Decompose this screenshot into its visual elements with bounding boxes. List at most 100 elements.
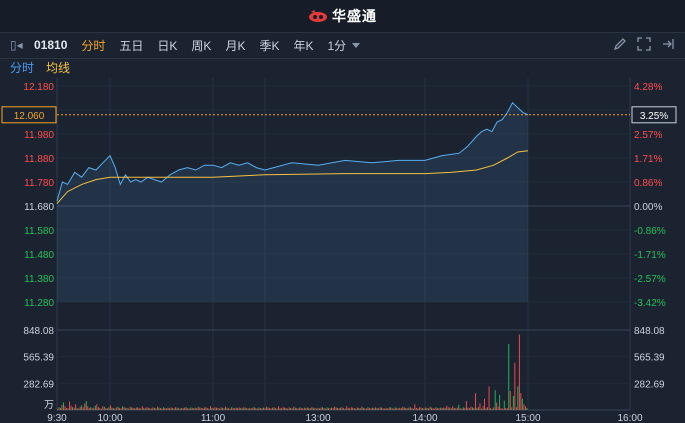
- volume-bar: [487, 407, 489, 410]
- volume-bar: [76, 408, 78, 410]
- volume-bar: [94, 405, 96, 410]
- volume-bar: [90, 407, 92, 410]
- price-tick-label: 11.280: [24, 298, 54, 309]
- volume-bar: [423, 408, 425, 410]
- volume-bar: [113, 408, 114, 410]
- volume-bar: [294, 407, 296, 410]
- period-tab-5day[interactable]: 五日: [119, 38, 144, 53]
- period-tab-weekly[interactable]: 周K: [191, 38, 212, 53]
- volume-bar: [400, 408, 402, 410]
- volume-bar: [155, 408, 157, 410]
- volume-bar: [81, 405, 83, 410]
- volume-bar: [193, 408, 195, 410]
- volume-bar: [190, 407, 192, 410]
- expand-panel-icon[interactable]: [661, 37, 675, 51]
- price-tick-label: 11.380: [24, 274, 54, 285]
- volume-bar: [326, 407, 328, 410]
- volume-bar: [291, 408, 293, 410]
- volume-bar: [308, 407, 310, 410]
- volume-bar: [361, 406, 363, 410]
- period-tab-monthly[interactable]: 月K: [225, 38, 246, 53]
- volume-bar: [320, 407, 322, 410]
- volume-bar: [178, 408, 180, 410]
- pencil-icon[interactable]: [613, 37, 627, 51]
- volume-bar: [465, 401, 467, 410]
- volume-bar: [213, 408, 214, 410]
- volume-bar: [88, 407, 90, 410]
- volume-bar: [243, 407, 245, 410]
- price-tick-label: 11.780: [24, 178, 54, 189]
- volume-bar: [376, 407, 378, 410]
- volume-bar: [353, 408, 355, 410]
- volume-bar: [261, 408, 263, 410]
- volume-bar: [521, 398, 523, 410]
- volume-bar: [493, 407, 495, 410]
- period-tab-daily[interactable]: 日K: [157, 38, 178, 53]
- volume-bar: [96, 404, 98, 410]
- volume-bar: [482, 406, 484, 410]
- volume-bar: [514, 362, 516, 410]
- volume-bar: [403, 407, 405, 410]
- volume-bar: [197, 406, 199, 410]
- volume-bar: [249, 407, 251, 410]
- volume-bar: [412, 408, 414, 410]
- volume-bar: [429, 406, 431, 410]
- sub-tab-intraday[interactable]: 分时: [10, 61, 35, 75]
- volume-bar: [91, 408, 93, 410]
- avg-line-legend[interactable]: 均线: [46, 61, 71, 75]
- avg-line: [56, 150, 529, 204]
- volume-bar: [199, 407, 201, 410]
- volume-bar: [282, 407, 284, 410]
- brand: 华盛通: [308, 6, 377, 26]
- volume-bar: [102, 406, 104, 410]
- volume-bar: [341, 407, 343, 410]
- volume-bar: [511, 407, 513, 410]
- volume-bar: [484, 398, 486, 410]
- volume-bar: [364, 408, 366, 410]
- volume-bar: [125, 407, 127, 410]
- volume-bar: [208, 408, 210, 410]
- volume-bar: [303, 407, 305, 410]
- brand-name: 华盛通: [332, 8, 377, 24]
- volume-bar: [160, 408, 161, 410]
- volume-bar: [217, 408, 219, 410]
- volume-bar: [128, 408, 130, 410]
- volume-bar: [58, 407, 60, 410]
- volume-bar: [232, 407, 234, 410]
- period-tab-yearly[interactable]: 年K: [293, 38, 314, 53]
- volume-bar: [266, 406, 267, 410]
- volume-bar: [163, 407, 164, 410]
- volume-bar: [237, 408, 239, 410]
- volume-bar: [411, 408, 413, 410]
- period-tab-intraday[interactable]: 分时: [81, 38, 106, 53]
- volume-bar: [329, 408, 331, 410]
- volume-bar: [485, 408, 487, 410]
- period-tab-quarterly[interactable]: 季K: [259, 38, 280, 53]
- volume-bar: [452, 406, 454, 410]
- volume-bar: [500, 408, 502, 410]
- pct-tick-label: 0.00%: [634, 202, 662, 213]
- volume-bar: [203, 407, 205, 410]
- volume-bar: [157, 406, 158, 410]
- volume-bar: [131, 407, 133, 410]
- volume-bar: [164, 407, 166, 410]
- volume-bar: [99, 408, 101, 410]
- price-tick-label: 11.480: [24, 250, 54, 261]
- volume-bar: [122, 406, 124, 410]
- interval-select[interactable]: 1分: [327, 37, 361, 54]
- volume-bar: [272, 407, 274, 410]
- volume-bar: [119, 407, 121, 410]
- pct-tick-label: 1.71%: [634, 154, 662, 165]
- volume-bar: [241, 408, 243, 410]
- volume-bar: [82, 407, 84, 410]
- fullscreen-icon[interactable]: [637, 37, 651, 51]
- volume-bar: [314, 408, 316, 410]
- volume-bar: [173, 408, 175, 410]
- volume-bar: [476, 407, 478, 410]
- volume-bar: [169, 408, 171, 410]
- volume-bar: [437, 407, 439, 410]
- volume-bar: [110, 405, 111, 410]
- collapse-sidebar-icon[interactable]: ▯◂: [10, 38, 23, 52]
- volume-bar: [420, 407, 422, 410]
